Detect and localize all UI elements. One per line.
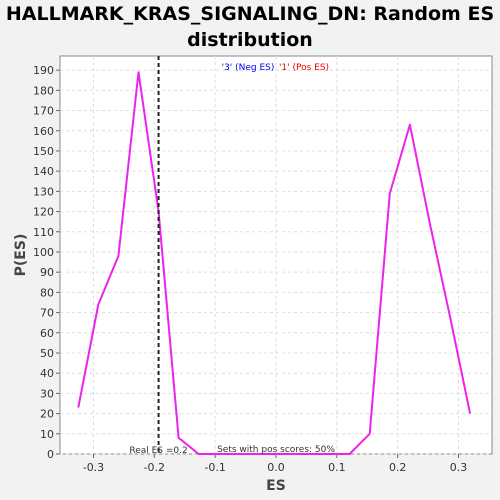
x-tick-label: 0.3 [450,461,468,474]
x-axis-title: ES [266,478,286,494]
legend-pos-es: '1' (Pos ES) [279,63,329,73]
x-tick-label: 0.0 [267,461,285,474]
real-es-label: Real ES =0.2 [129,446,187,456]
y-tick-label: 20 [40,408,54,421]
y-tick-label: 160 [33,125,54,138]
y-tick-label: 90 [40,266,54,279]
x-tick-label: 0.1 [328,461,346,474]
legend-neg-es: '3' (Neg ES) [222,63,275,73]
y-tick-label: 140 [33,165,54,178]
chart-title-line-2: distribution [187,29,313,51]
y-tick-label: 180 [33,84,54,97]
y-tick-label: 150 [33,145,54,158]
x-tick-label: -0.2 [144,461,165,474]
x-axis-ticks: -0.3 -0.2 -0.1 0.0 0.1 0.2 0.3 [83,454,468,474]
chart-title: HALLMARK_KRAS_SIGNALING_DN: Random ES di… [0,1,500,53]
y-tick-label: 170 [33,105,54,118]
y-tick-label: 0 [47,448,54,461]
y-axis-title: P(ES) [13,234,29,277]
grid-lines [60,56,492,455]
y-tick-label: 190 [33,64,54,77]
y-tick-label: 40 [40,367,54,380]
y-tick-label: 60 [40,327,54,340]
x-tick-label: 0.2 [389,461,407,474]
chart-title-line-1: HALLMARK_KRAS_SIGNALING_DN: Random ES [5,3,495,25]
y-tick-label: 80 [40,286,54,299]
y-tick-label: 100 [33,246,54,259]
y-tick-label: 110 [33,226,54,239]
y-axis-ticks: 0 10 20 30 40 50 60 70 80 90 100 110 120 130 140 150 160… [33,64,60,461]
y-tick-label: 70 [40,307,54,320]
pos-scores-annotation: Sets with pos scores: 50% [217,445,335,455]
y-tick-label: 130 [33,185,54,198]
es-distribution-line [77,71,472,455]
y-tick-label: 30 [40,387,54,400]
x-tick-label: -0.1 [204,461,225,474]
y-tick-label: 50 [40,347,54,360]
y-tick-label: 120 [33,206,54,219]
x-tick-label: -0.3 [83,461,104,474]
series-group [77,71,472,455]
y-tick-label: 10 [40,428,54,441]
